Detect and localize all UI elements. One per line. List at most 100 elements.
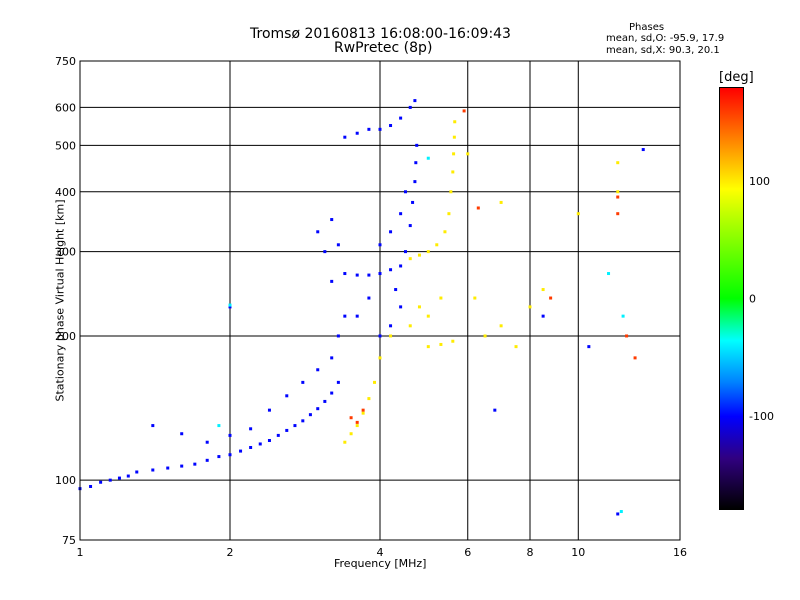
scatter-point (389, 268, 393, 272)
scatter-point (336, 243, 340, 247)
scatter-point (435, 243, 439, 247)
scatter-point (417, 305, 421, 309)
scatter-point (452, 135, 456, 139)
scatter-point (343, 440, 347, 444)
scatter-point (616, 512, 620, 516)
colorbar-unit-label: [deg] (719, 70, 754, 85)
y-tick-label: 300 (55, 246, 76, 259)
x-tick-label: 6 (464, 546, 471, 559)
scatter-point (166, 466, 170, 470)
scatter-point (217, 455, 221, 459)
scatter-point (330, 356, 334, 360)
scatter-point (355, 424, 359, 428)
scatter-point (633, 356, 637, 360)
x-tick-label: 4 (377, 546, 384, 559)
scatter-point (276, 433, 280, 437)
scatter-point (451, 339, 455, 343)
chart-title-line-1: Tromsø 20160813 16:08:00-16:09:43 (250, 26, 511, 42)
scatter-point (180, 432, 184, 436)
scatter-point (541, 288, 545, 292)
scatter-point (228, 453, 232, 457)
scatter-point (293, 424, 297, 428)
scatter-point (408, 257, 412, 261)
scatter-point (205, 440, 209, 444)
scatter-point (449, 190, 453, 194)
scatter-point (378, 243, 382, 247)
y-axis-ticks: 75 100 200 300 400 500 600 750 (55, 55, 76, 547)
scatter-point (355, 273, 359, 277)
scatter-point (239, 449, 243, 453)
scatter-point (415, 143, 419, 147)
scatter-point (378, 272, 382, 276)
scatter-point (99, 480, 103, 484)
scatter-point (413, 99, 417, 103)
scatter-point (616, 190, 620, 194)
scatter-point (426, 345, 430, 349)
scatter-point (367, 273, 371, 277)
scatter-point (528, 305, 532, 309)
scatter-point (285, 428, 289, 432)
scatter-point (389, 124, 393, 128)
scatter-point (616, 195, 620, 199)
colorbar-ticks: 100 0 -100 (740, 175, 774, 423)
y-tick-label: 600 (55, 101, 76, 114)
scatter-point (426, 156, 430, 160)
scatter-point (367, 296, 371, 300)
scatter-point (343, 272, 347, 276)
scatter-point (499, 324, 503, 328)
colorbar-tick-label: 100 (749, 175, 770, 188)
scatter-point (439, 342, 443, 346)
scatter-point (193, 462, 197, 466)
scatter-point (228, 303, 232, 307)
scatter-point (389, 334, 393, 338)
scatter-point (336, 380, 340, 384)
scatter-point (180, 464, 184, 468)
scatter-point (399, 116, 403, 120)
scatter-point (135, 470, 139, 474)
phases-o-stats: mean, sd,O: -95.9, 17.9 (606, 33, 725, 44)
x-tick-label: 10 (571, 546, 585, 559)
scatter-point (349, 416, 353, 420)
y-tick-label: 500 (55, 139, 76, 152)
scatter-point (399, 264, 403, 268)
scatter-point (285, 394, 289, 398)
scatter-point (349, 432, 353, 436)
scatter-point (399, 305, 403, 309)
scatter-point (367, 127, 371, 131)
scatter-point (323, 250, 327, 254)
scatter-point (451, 170, 455, 174)
scatter-point (499, 200, 503, 204)
scatter-point (476, 206, 480, 210)
scatter-point (316, 407, 320, 411)
y-axis-label: Stationary phase Virtual Height [km] (53, 199, 67, 402)
scatter-point (267, 439, 271, 443)
plot-frame (79, 60, 681, 541)
scatter-point (343, 135, 347, 139)
scatter-point (607, 272, 611, 276)
scatter-point (426, 250, 430, 254)
y-tick-label: 750 (55, 55, 76, 68)
scatter-point (151, 424, 155, 428)
scatter-point (336, 334, 340, 338)
chart-title-line-2: RwPretec (8p) (334, 40, 433, 56)
scatter-point (228, 433, 232, 437)
scatter-point (466, 152, 470, 156)
scatter-point (389, 324, 393, 328)
scatter-point (330, 279, 334, 283)
scatter-point (108, 478, 112, 482)
scatter-point (413, 180, 417, 184)
scatter-point (462, 109, 466, 113)
scatter-point (361, 411, 365, 415)
x-tick-label: 2 (227, 546, 234, 559)
scatter-point (641, 148, 645, 152)
scatter-point (301, 419, 305, 423)
colorbar-tick-label: -100 (749, 410, 774, 423)
scatter-point (126, 474, 130, 478)
scatter-points (78, 99, 645, 516)
scatter-point (323, 399, 327, 403)
scatter-point (367, 397, 371, 401)
x-axis-label: Frequency [MHz] (334, 557, 427, 570)
colorbar-tick-label: 0 (749, 293, 756, 306)
scatter-point (616, 212, 620, 216)
